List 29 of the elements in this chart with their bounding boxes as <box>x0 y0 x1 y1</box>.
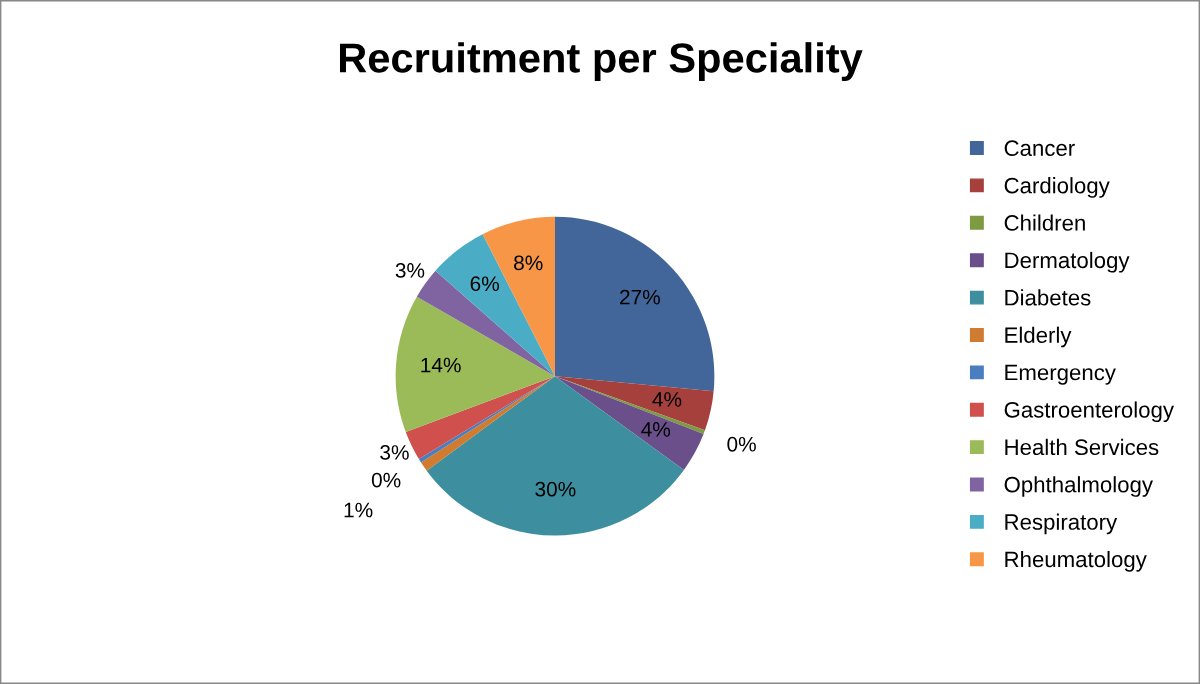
data-label: 4% <box>641 422 671 437</box>
legend-label: Elderly <box>1005 326 1072 348</box>
pie-slice <box>395 296 555 433</box>
pie-slice <box>555 216 715 392</box>
data-label: 0% <box>727 436 756 452</box>
data-label: 30% <box>535 481 576 497</box>
data-label: 6% <box>470 276 499 292</box>
data-label: 0% <box>371 472 401 488</box>
legend-label: Health Services <box>1005 438 1159 456</box>
legend-label: Respiratory <box>1005 513 1118 535</box>
data-label: 27% <box>620 289 660 305</box>
data-label: 4% <box>652 392 682 407</box>
legend-label: Ophthalmology <box>1004 476 1153 497</box>
data-label: 3% <box>380 445 409 460</box>
legend-label: Gastroenterology <box>1004 401 1174 423</box>
legend-label: Cancer <box>1004 140 1075 157</box>
pie-slice <box>555 376 704 470</box>
pie-slice <box>426 376 684 536</box>
data-label: 1% <box>344 502 373 518</box>
chart-title: Recruitment per Speciality <box>339 42 863 81</box>
legend-label: Rheumatology <box>1005 550 1147 572</box>
legend-label: Cardiology <box>1004 177 1110 198</box>
data-label: 14% <box>421 357 461 373</box>
data-label: 8% <box>514 255 543 271</box>
legend-label: Children <box>1004 214 1085 231</box>
legend-label: Diabetes <box>1005 289 1091 306</box>
legend-label: Dermatology <box>1005 251 1130 273</box>
data-label: 3% <box>395 263 425 278</box>
legend-label: Emergency <box>1005 364 1116 385</box>
